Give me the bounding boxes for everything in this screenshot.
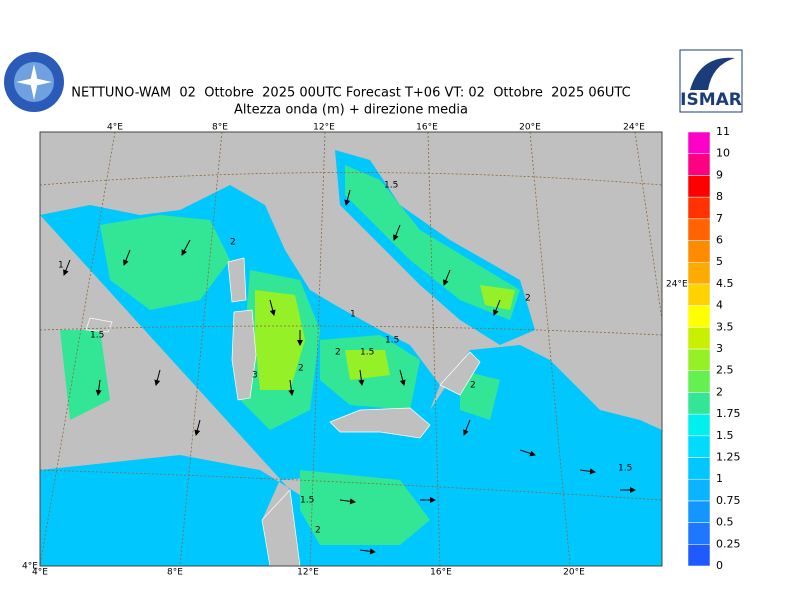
colorbar-label: 0.5 <box>716 516 734 529</box>
island <box>85 257 481 439</box>
logo-text: ISMAR <box>680 90 742 110</box>
colorbar-label: 10 <box>716 147 730 160</box>
lon-label: 20°E <box>563 568 585 578</box>
colorbar-segment <box>687 478 711 502</box>
corner-label: 4°E <box>22 562 38 572</box>
lon-label: 8°E <box>167 568 183 578</box>
colorbar-label: 1.5 <box>716 429 734 442</box>
contour-label: 1.5 <box>618 464 632 474</box>
lon-labels: 4°E 8°E 12°E 16°E 20°E 24°E 4°E 8°E 12°E… <box>22 123 688 578</box>
colorbar-segment <box>687 435 711 458</box>
contour-label: 2 <box>298 364 304 374</box>
contour-label: 1.5 <box>90 331 104 341</box>
contour-label: 2 <box>315 526 321 536</box>
lon-label: 20°E <box>519 123 541 133</box>
colorbar-segment <box>687 348 711 371</box>
contour-label: 2 <box>525 294 531 304</box>
colorbar-segment <box>687 283 711 306</box>
contour-label: 2 <box>230 238 236 248</box>
colorbar-segment <box>687 327 711 350</box>
map-frame <box>39 131 663 567</box>
lon-label: 4°E <box>107 123 123 133</box>
colorbar-label: 4 <box>716 299 723 312</box>
colorbar-label: 0.75 <box>716 494 741 507</box>
colorbar-label: 0 <box>716 559 723 572</box>
contour-label: 1.5 <box>300 496 314 506</box>
colorbar-segment <box>687 131 711 154</box>
lon-label: 12°E <box>313 123 335 133</box>
colorbar-segment <box>687 153 711 176</box>
land <box>261 489 301 566</box>
colorbar-segment <box>687 413 711 437</box>
logo-right: ISMAR <box>679 49 743 113</box>
contour-label: 3 <box>252 371 258 381</box>
colorbar-segment <box>687 500 711 523</box>
colorbar-label: 2 <box>716 385 723 398</box>
contour-label: 1.5 <box>385 336 399 346</box>
colorbar-label: 6 <box>716 234 723 247</box>
colorbar-segment <box>687 240 711 263</box>
colorbar-label: 3.5 <box>716 320 734 333</box>
lon-label: 12°E <box>297 568 319 578</box>
colorbar-segment <box>687 218 711 241</box>
colorbar-label: 11 <box>716 125 730 138</box>
colorbar-label: 3 <box>716 342 723 355</box>
colorbar: 0 0.25 0.5 0.75 1 1.25 1.5 1.75 2 2.5 3 3.5 4 4.5 5 6 7 8… <box>687 125 741 572</box>
colorbar-label: 7 <box>716 212 723 225</box>
colorbar-label: 4.5 <box>716 277 734 290</box>
lon-label: 4°E <box>32 568 48 578</box>
colorbar-segment <box>687 544 711 567</box>
colorbar-segment <box>687 305 711 328</box>
wave-area <box>255 285 515 390</box>
direction-arrows <box>63 189 636 555</box>
contour-label: 1 <box>58 261 64 271</box>
colorbar-segment <box>687 261 711 285</box>
colorbar-segment <box>687 370 711 393</box>
colorbar-label: 9 <box>716 168 723 181</box>
lon-label: 8°E <box>212 123 228 133</box>
colorbar-label: 1.25 <box>716 451 741 464</box>
colorbar-segment <box>687 175 711 198</box>
lon-label: 16°E <box>416 123 438 133</box>
colorbar-segment <box>687 457 711 480</box>
graticule <box>40 132 662 566</box>
colorbar-label: 1.75 <box>716 407 741 420</box>
subtitle: Altezza onda (m) + direzione media <box>234 103 468 118</box>
logo-left <box>4 52 64 112</box>
contour-label: 1.5 <box>384 181 398 191</box>
contour-labels: 1 2 1.5 1.5 3 2 1 2 2 1.5 1.5 2 1.5 1.5 … <box>58 181 632 536</box>
colorbar-label: 1 <box>716 472 723 485</box>
colorbar-segment <box>687 522 711 545</box>
colorbar-label: 5 <box>716 255 723 268</box>
contour-label: 1.5 <box>360 348 374 358</box>
colorbar-label: 0.25 <box>716 537 741 550</box>
colorbar-label: 2.5 <box>716 364 734 377</box>
colorbar-label: 8 <box>716 190 723 203</box>
contour-label: 2 <box>470 381 476 391</box>
map: 1 2 1.5 1.5 3 2 1 2 2 1.5 1.5 2 1.5 1.5 … <box>40 132 662 566</box>
title: NETTUNO-WAM 02 Ottobre 2025 00UTC Foreca… <box>71 86 630 101</box>
contour-label: 2 <box>335 348 341 358</box>
lon-label: 24°E <box>623 123 645 133</box>
colorbar-segment <box>687 392 711 415</box>
colorbar-segment <box>687 196 711 220</box>
lon-label: 16°E <box>430 568 452 578</box>
contour-label: 1 <box>350 310 356 320</box>
lat-label: 24°E <box>666 280 688 290</box>
